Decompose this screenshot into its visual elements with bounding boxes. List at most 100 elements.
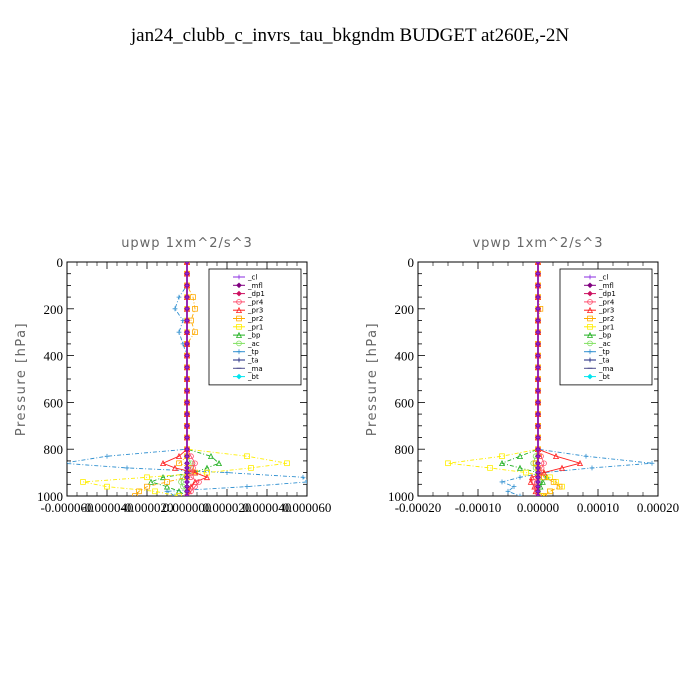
legend-label: _pr4 [598, 298, 615, 306]
legend-marker [587, 373, 593, 380]
data-point-bp [163, 483, 171, 490]
data-point-tp [505, 488, 511, 494]
data-point-pr1 [80, 479, 86, 485]
legend-label: _tp [247, 348, 259, 356]
legend-marker [587, 349, 593, 355]
x-tick-label: -0.000060 [40, 500, 93, 515]
y-axis-label: Pressure [hPa] [365, 322, 380, 436]
data-point-cl [535, 484, 541, 490]
data-point-cl [535, 453, 541, 459]
legend-marker [587, 315, 593, 322]
data-point-cl [184, 470, 190, 475]
y-tick-label: 800 [44, 442, 64, 457]
y-tick-label: 200 [395, 302, 415, 317]
legend-marker [587, 299, 593, 305]
legend-marker [236, 315, 242, 322]
data-point-bp [498, 459, 506, 467]
x-tick-label: -0.00020 [395, 500, 442, 515]
legend-label: _dp1 [598, 290, 616, 298]
data-point-tp [164, 488, 170, 494]
data-point-cl [535, 460, 541, 466]
data-point-pr3 [558, 464, 566, 471]
data-point-tp [304, 479, 307, 485]
data-point-pr1 [547, 488, 553, 495]
data-point-cl [535, 400, 541, 405]
chart-panel-1: upwp 1xm^2/s^3 Pressure [hPa] 0 200 400 600 80… [14, 236, 331, 515]
data-point-tp [517, 493, 523, 496]
data-point-bp [539, 478, 546, 485]
data-point-tp [176, 329, 182, 335]
data-point-cl [535, 474, 541, 480]
data-point-pr1 [487, 465, 493, 471]
data-point-cl [184, 411, 190, 417]
legend-label: _bp [598, 332, 612, 340]
data-point-tp [104, 453, 110, 459]
data-point-bp [159, 473, 167, 481]
legend-marker [236, 290, 242, 297]
data-point-cl [535, 353, 541, 358]
data-point-cl [184, 341, 190, 347]
data-point-cl [535, 488, 541, 494]
legend-label: _bt [598, 373, 610, 381]
data-point-cl [184, 479, 190, 485]
legend-label: _ma [247, 365, 263, 373]
data-point-pr3 [191, 469, 199, 476]
data-point-cl [184, 376, 190, 382]
data-point-cl [535, 423, 541, 429]
data-point-tp [517, 474, 523, 480]
data-point-cl [184, 493, 190, 496]
data-point-pr2 [136, 488, 142, 495]
data-point-pr1 [144, 474, 150, 481]
data-point-pr3 [528, 473, 536, 481]
data-point-tp [61, 461, 66, 466]
data-point-cl [535, 493, 541, 496]
data-point-pr4 [192, 460, 198, 467]
data-point-tp [176, 294, 182, 300]
y-tick-label: 600 [44, 395, 64, 410]
legend-label: _pr4 [247, 298, 264, 306]
series-group [445, 262, 655, 496]
x-tick-label: 0.000060 [283, 500, 332, 515]
data-point-cl [535, 318, 541, 323]
y-tick-label: 1000 [388, 489, 414, 504]
data-point-tp [172, 493, 178, 496]
data-point-cl [535, 446, 541, 452]
data-point-cl [184, 294, 190, 300]
data-point-cl [535, 364, 541, 370]
data-point-pr2 [192, 329, 198, 335]
legend-label: _ma [598, 365, 614, 373]
data-point-cl [184, 400, 190, 405]
data-point-pr1 [547, 474, 553, 481]
data-point-bp [215, 459, 223, 467]
data-point-cl [184, 446, 190, 452]
legend-label: _cl [247, 274, 257, 282]
data-point-cl [535, 283, 541, 288]
legend-marker [235, 306, 243, 313]
data-point-pr1 [284, 460, 290, 467]
legend-marker [236, 323, 242, 330]
legend-marker [586, 331, 594, 338]
data-point-tp [589, 465, 595, 471]
data-point-ac [178, 479, 184, 485]
data-point-pr3 [540, 469, 548, 476]
data-point-cl [184, 453, 190, 459]
data-point-bp [516, 452, 524, 460]
data-point-pr2 [550, 479, 557, 485]
data-point-pr1 [523, 469, 529, 476]
legend-label: _ta [247, 357, 259, 365]
data-point-cl [535, 479, 541, 485]
figure-title: jan24_clubb_c_invrs_tau_bkgndm BUDGET at… [130, 25, 569, 46]
data-point-pr1 [104, 483, 110, 490]
data-point-pr2 [192, 305, 198, 312]
data-point-tp [511, 484, 517, 490]
data-point-tp [300, 474, 306, 480]
data-point-pr3 [175, 452, 183, 460]
y-tick-label: 0 [408, 255, 415, 270]
chart-panel-2: vpwp 1xm^2/s^3 Pressure [hPa] 0 200 400 600 80… [365, 236, 679, 515]
legend-label: _cl [598, 274, 608, 282]
data-point-cl [184, 271, 190, 277]
data-point-cl [184, 318, 190, 323]
data-point-cl [184, 423, 190, 429]
legend-label: _bt [247, 373, 259, 381]
data-point-pr4 [196, 479, 202, 485]
